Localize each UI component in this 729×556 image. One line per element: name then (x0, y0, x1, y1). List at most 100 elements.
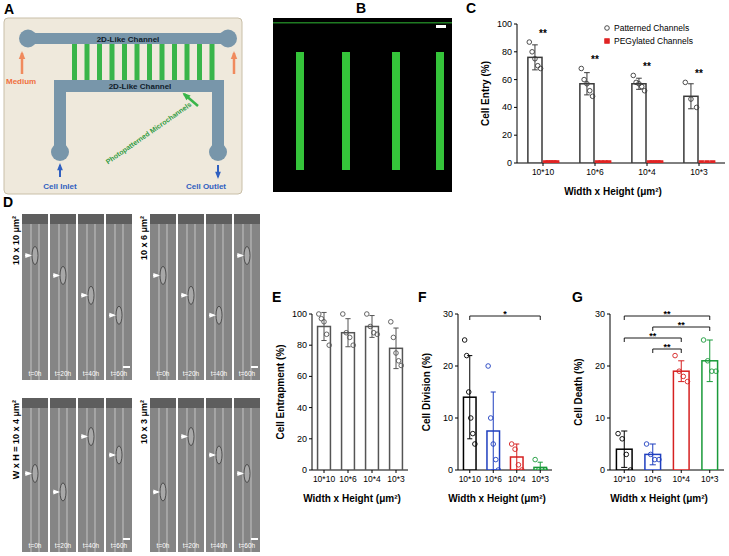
bar (528, 57, 542, 163)
label: t=0h (157, 542, 170, 549)
label: t=60h (111, 542, 128, 549)
data-point (701, 338, 706, 343)
channel-wall (195, 408, 196, 552)
y-tick (514, 24, 517, 25)
bar (673, 371, 689, 470)
channel-wall (243, 224, 244, 380)
channel-wall (67, 408, 68, 552)
y-tick-label: 20 (443, 361, 453, 371)
image (273, 18, 452, 192)
significance: ** (539, 28, 547, 39)
data-point (634, 80, 639, 85)
label: t=40h (83, 542, 100, 549)
label: t=40h (211, 370, 228, 377)
cell (32, 464, 38, 482)
microchannel (210, 44, 215, 80)
data-point (644, 442, 649, 447)
y-tick (514, 79, 517, 80)
category-label: 10*10 (613, 474, 635, 484)
label: Medium (6, 77, 36, 86)
cell-arrow-head (209, 452, 216, 457)
cell (160, 266, 166, 284)
data-point (368, 324, 373, 329)
cell (188, 286, 194, 304)
channel-wall (67, 224, 68, 380)
y-tick (607, 418, 610, 419)
data-point (375, 332, 380, 337)
x-axis-label: Width x Height (μm²) (564, 186, 662, 197)
error-bar (688, 84, 694, 109)
label: Cell Inlet (43, 182, 77, 191)
data-point (496, 468, 501, 470)
microchannel (97, 44, 102, 80)
channel-wall (195, 224, 196, 380)
category-label: 10*3 (532, 474, 550, 484)
label: Cell Outlet (186, 182, 226, 191)
panel-letter: C (466, 0, 476, 16)
microchannel (172, 44, 177, 80)
data-point (587, 88, 592, 93)
microchannel-arrow-head (182, 93, 190, 101)
panel-letter: D (3, 194, 13, 210)
y-axis-label: Cell Entrapment (%) (275, 344, 286, 439)
chip (4, 18, 242, 194)
size-label: 10 x 6 μm² (139, 216, 149, 260)
data-point (624, 452, 629, 457)
outlet-arrow-head (215, 172, 221, 179)
category-label: 10*4 (363, 474, 381, 484)
category-label: 10*4 (638, 167, 656, 177)
x-tick (595, 163, 596, 166)
category-label: 10*6 (644, 474, 662, 484)
channel-wall (223, 408, 224, 552)
x-tick (348, 470, 349, 473)
frame (22, 398, 48, 552)
cell-arrow-head (81, 293, 88, 298)
cell (88, 286, 94, 304)
channel-wall (115, 408, 116, 552)
data-point (533, 457, 538, 462)
cell-arrow-head (53, 489, 60, 494)
data-point (642, 88, 647, 93)
data-point (677, 369, 682, 374)
significance: ** (591, 54, 599, 65)
frame-top (178, 214, 204, 224)
scale-bar (123, 366, 130, 368)
cell-arrow-head (25, 253, 32, 258)
channel-wall (87, 408, 88, 552)
label: t=40h (211, 542, 228, 549)
y-tick (309, 345, 312, 346)
channel-wall (187, 408, 188, 552)
x-axis-label: Width x Height (μm²) (610, 493, 708, 504)
data-point (606, 161, 611, 163)
frame-top (206, 214, 232, 224)
data-point (673, 353, 678, 358)
marks (462, 338, 547, 470)
data-point (590, 94, 595, 99)
port (51, 143, 69, 161)
microchannel (85, 44, 90, 80)
channel-wall (159, 408, 160, 552)
frame-top (106, 214, 132, 224)
data-point (616, 431, 621, 436)
frame (178, 398, 204, 552)
data-point (466, 390, 471, 395)
x-tick (709, 470, 710, 473)
y-tick-label: 10 (595, 413, 605, 423)
channel-wall (215, 408, 216, 552)
marks (527, 40, 715, 163)
x-tick (681, 470, 682, 473)
data-point (705, 359, 710, 364)
x-tick (540, 470, 541, 473)
y-tick (455, 366, 458, 367)
frame-top (150, 214, 176, 224)
channel-wall (251, 408, 252, 552)
microchannel (147, 44, 152, 80)
frame-top (22, 214, 48, 224)
channel-wall (243, 408, 244, 552)
y-axis-label: Cell Entry (%) (480, 61, 491, 126)
x-tick (372, 470, 373, 473)
data-point (493, 457, 498, 462)
label: 2D-Like Channel (109, 82, 172, 91)
data-point (694, 105, 699, 110)
channel-wall (167, 224, 168, 380)
